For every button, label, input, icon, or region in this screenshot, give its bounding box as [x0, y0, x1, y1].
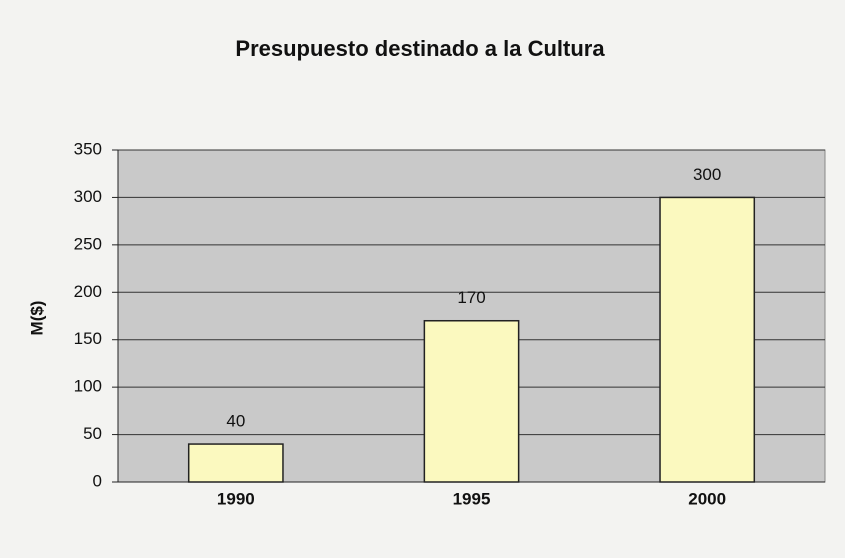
y-tick-label: 0: [93, 471, 102, 490]
y-tick-label: 300: [74, 187, 102, 206]
y-tick-label: 250: [74, 234, 102, 253]
y-tick-label: 50: [83, 424, 102, 443]
x-tick-label: 1990: [217, 489, 255, 508]
x-tick-label: 2000: [688, 489, 726, 508]
y-axis-label: M($): [27, 301, 46, 336]
y-tick-label: 200: [74, 282, 102, 301]
bar: [659, 196, 756, 483]
data-label: 300: [693, 165, 721, 184]
x-tick-label: 1995: [453, 489, 491, 508]
chart-title: Presupuesto destinado a la Cultura: [235, 36, 605, 61]
y-tick-label: 350: [74, 139, 102, 158]
y-tick-label: 100: [74, 377, 102, 396]
y-tick-label: 150: [74, 329, 102, 348]
data-label: 170: [457, 288, 485, 307]
bar: [187, 443, 284, 483]
bar: [423, 319, 520, 483]
data-label: 40: [226, 412, 245, 431]
